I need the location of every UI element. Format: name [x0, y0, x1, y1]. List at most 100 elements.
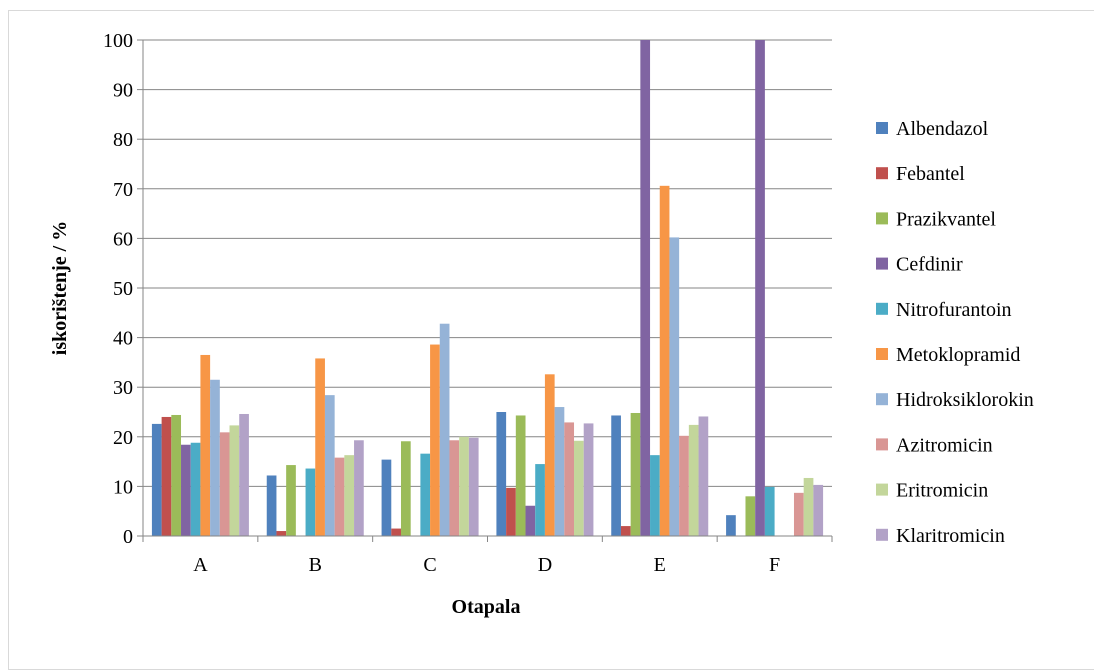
- legend-label: Klaritromicin: [896, 525, 1005, 547]
- y-tick-label: 100: [103, 30, 133, 52]
- x-tick-label: C: [423, 554, 436, 576]
- legend-swatch: [876, 212, 888, 225]
- y-tick-label: 60: [113, 228, 133, 250]
- legend-label: Hidroksiklorokin: [896, 389, 1034, 411]
- y-tick-label: 20: [113, 427, 133, 449]
- bar: [630, 412, 641, 536]
- legend-swatch: [876, 483, 888, 496]
- legend-swatch: [876, 528, 888, 541]
- gridlines: [143, 39, 832, 487]
- bar: [803, 477, 814, 536]
- bar: [698, 416, 709, 536]
- legend-swatch: [876, 302, 888, 315]
- bar: [755, 40, 765, 536]
- bar: [276, 531, 287, 536]
- legend-label: Albendazol: [896, 118, 989, 140]
- bar: [726, 515, 736, 536]
- bar: [544, 374, 555, 536]
- y-axis-title: iskorištenje / %: [49, 221, 71, 355]
- legend-label: Prazikvantel: [896, 208, 996, 230]
- legend-swatch: [876, 167, 888, 180]
- bar: [688, 424, 699, 536]
- legend-label: Cefdinir: [896, 254, 963, 276]
- y-tick-label: 50: [113, 278, 133, 300]
- bar: [764, 486, 775, 536]
- bar: [266, 475, 277, 536]
- legend-label: Febantel: [896, 163, 965, 185]
- bar: [535, 464, 545, 536]
- bar: [161, 416, 172, 536]
- y-tick-label: 40: [113, 328, 133, 350]
- legend: Albendazol Febantel Prazikvantel Cefdinir Ni…: [876, 118, 1034, 547]
- bar: [650, 455, 660, 536]
- x-tick-label: B: [309, 554, 322, 576]
- bar: [611, 415, 621, 536]
- bar: [315, 358, 325, 536]
- bar: [679, 435, 689, 536]
- legend-swatch: [876, 257, 888, 270]
- bar: [640, 40, 651, 536]
- bar: [620, 526, 631, 536]
- y-tick-label: 70: [113, 179, 133, 201]
- x-tick-label: A: [193, 554, 208, 576]
- legend-label: Nitrofurantoin: [896, 299, 1012, 321]
- bar: [190, 442, 201, 536]
- legend-label: Azitromicin: [896, 434, 993, 456]
- bar: [793, 492, 804, 536]
- bar: [239, 413, 249, 536]
- chart-svg: 0 10 20 30 40 50 60 70 80 90 100 A B C D E F iskorišten…: [49, 30, 1034, 618]
- legend-swatch: [876, 438, 888, 451]
- bar: [496, 412, 507, 536]
- bar: [574, 440, 584, 536]
- axes: [137, 39, 833, 542]
- x-tick-labels: A B C D E F: [193, 554, 780, 576]
- bar: [305, 468, 316, 536]
- bars: [151, 40, 824, 536]
- bar: [344, 455, 355, 536]
- bar: [506, 487, 516, 536]
- bar: [400, 441, 411, 536]
- x-tick-label: F: [769, 554, 780, 576]
- bar: [745, 496, 756, 536]
- legend-swatch: [876, 393, 888, 406]
- y-tick-label: 0: [123, 526, 133, 548]
- y-tick-label: 90: [113, 80, 133, 102]
- bar: [219, 432, 230, 536]
- bar: [564, 422, 575, 536]
- x-tick-label: D: [538, 554, 552, 576]
- bar: [391, 528, 401, 536]
- legend-label: Eritromicin: [896, 480, 988, 502]
- y-tick-label: 30: [113, 377, 133, 399]
- bar: [554, 407, 565, 536]
- bar: [468, 437, 479, 536]
- bar: [439, 323, 450, 536]
- bar: [459, 436, 469, 536]
- bar: [813, 484, 824, 536]
- bar: [229, 425, 240, 536]
- bar: [354, 440, 364, 536]
- bar: [669, 237, 680, 536]
- bar: [381, 459, 392, 536]
- bar: [181, 444, 191, 536]
- bar: [151, 423, 162, 536]
- bar: [659, 185, 670, 536]
- x-tick-label: E: [654, 554, 666, 576]
- x-axis-title: Otapala: [452, 596, 521, 618]
- bar: [210, 379, 220, 536]
- bar: [334, 457, 345, 536]
- bar: [324, 395, 335, 536]
- legend-swatch: [876, 122, 888, 134]
- legend-swatch: [876, 348, 888, 360]
- bar: [420, 453, 431, 536]
- bar: [583, 423, 594, 536]
- y-tick-labels: 0 10 20 30 40 50 60 70 80 90 100: [103, 30, 133, 548]
- bar: [515, 415, 526, 536]
- bar: [430, 344, 440, 536]
- bar: [449, 440, 460, 536]
- y-tick-label: 10: [113, 476, 133, 498]
- legend-label: Metoklopramid: [896, 344, 1020, 366]
- bar: [525, 505, 536, 536]
- bar: [200, 354, 211, 536]
- y-tick-label: 80: [113, 129, 133, 151]
- bar: [171, 414, 182, 536]
